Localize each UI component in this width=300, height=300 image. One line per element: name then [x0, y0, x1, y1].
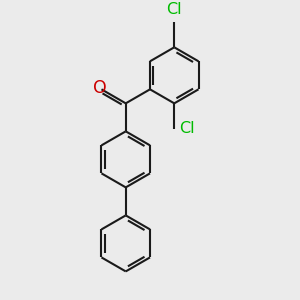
Text: O: O [93, 79, 107, 97]
Text: Cl: Cl [167, 2, 182, 17]
Text: Cl: Cl [179, 121, 195, 136]
